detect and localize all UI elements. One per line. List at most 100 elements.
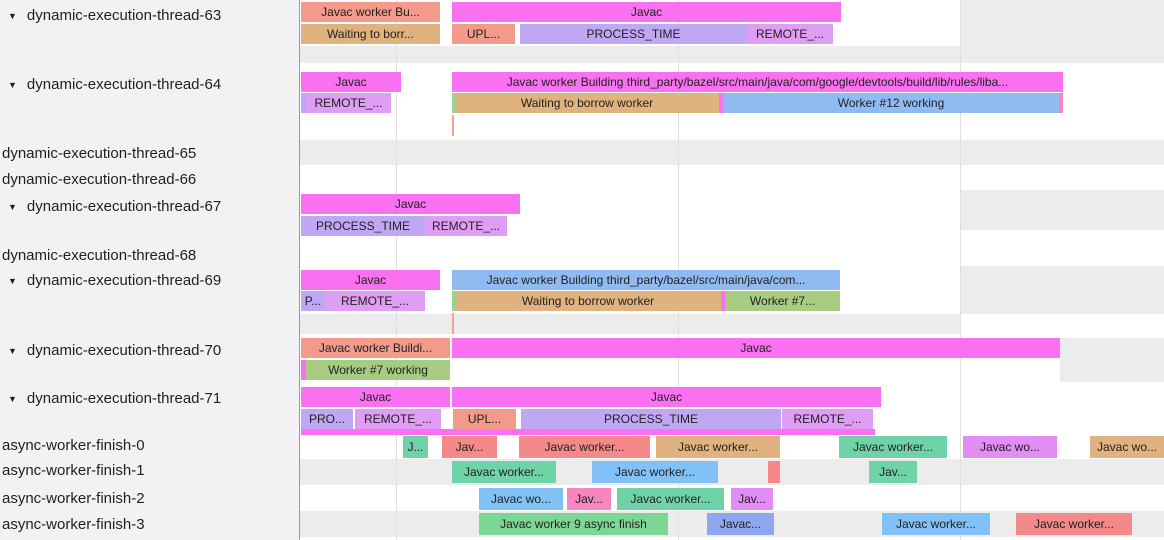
trace-event-bar[interactable]: REMOTE_... [425,216,507,236]
trace-event-bar[interactable] [301,360,306,380]
trace-event-bar[interactable]: Waiting to borr... [301,24,440,44]
thread-name-label: async-worker-finish-1 [2,462,145,479]
trace-event-bar[interactable]: PROCESS_TIME [520,24,747,44]
trace-event-bar[interactable]: Javac worker... [839,436,947,458]
thread-name-label: dynamic-execution-thread-70 [26,342,222,359]
trace-event-bar[interactable] [721,291,725,311]
trace-event-bar[interactable]: REMOTE_... [782,409,873,429]
trace-event-bar[interactable]: Jav... [869,461,917,483]
trace-event-bar[interactable]: Javac worker... [1016,513,1132,535]
trace-event-bar[interactable]: Worker #7... [725,291,840,311]
thread-name-label: dynamic-execution-thread-71 [26,390,222,407]
trace-event-bar[interactable]: Javac worker... [882,513,990,535]
collapse-arrow-icon[interactable]: ▼ [8,202,17,212]
trace-event-bar[interactable] [452,291,455,311]
trace-event-bar[interactable]: Javac [301,387,450,407]
trace-event-bar[interactable]: Javac worker Buildi... [301,338,450,358]
trace-event-bar[interactable] [301,93,306,113]
trace-event-bar[interactable]: Javac [301,270,440,290]
thread-name-label: dynamic-execution-thread-66 [2,171,197,188]
trace-event-bar[interactable]: Javac worker Building third_party/bazel/… [452,72,1063,92]
trace-event-bar[interactable]: Javac worker... [592,461,718,483]
sidebar-item-async-worker-finish-0[interactable]: async-worker-finish-0 [2,436,145,456]
trace-event-bar[interactable] [768,461,780,483]
trace-event-bar[interactable]: Javac [301,194,520,214]
trace-event-bar[interactable]: PROCESS_TIME [301,216,425,236]
trace-event-bar[interactable]: Javac [301,72,401,92]
sidebar-item-dynamic-execution-thread-69[interactable]: ▼ dynamic-execution-thread-69 [8,271,221,291]
sidebar-item-dynamic-execution-thread-65[interactable]: dynamic-execution-thread-65 [2,144,196,164]
trace-event-bar[interactable]: REMOTE_... [306,93,391,113]
trace-event-bar[interactable] [452,93,455,113]
collapse-arrow-icon[interactable]: ▼ [8,11,17,21]
sidebar-item-dynamic-execution-thread-63[interactable]: ▼ dynamic-execution-thread-63 [8,6,221,26]
thread-name-label: dynamic-execution-thread-64 [26,76,222,93]
sidebar-item-dynamic-execution-thread-68[interactable]: dynamic-execution-thread-68 [2,246,196,266]
thread-name-label: async-worker-finish-2 [2,490,145,507]
sidebar-item-dynamic-execution-thread-64[interactable]: ▼ dynamic-execution-thread-64 [8,75,221,95]
trace-event-bar[interactable]: Javac worker 9 async finish [479,513,668,535]
trace-event-bar[interactable] [301,429,875,435]
thread-name-label: async-worker-finish-0 [2,437,145,454]
collapse-arrow-icon[interactable]: ▼ [8,276,17,286]
row-background-band [1060,338,1164,382]
thread-name-label: dynamic-execution-thread-67 [26,198,222,215]
thread-name-label: async-worker-finish-3 [2,516,145,533]
trace-event-bar[interactable]: Javac wo... [963,436,1057,458]
trace-event-bar[interactable]: PROCESS_TIME [521,409,781,429]
trace-event-bar[interactable]: Jav... [567,488,611,510]
sidebar-item-dynamic-execution-thread-67[interactable]: ▼ dynamic-execution-thread-67 [8,197,221,217]
row-background-band [960,190,1164,230]
collapse-arrow-icon[interactable]: ▼ [8,80,17,90]
collapse-arrow-icon[interactable]: ▼ [8,346,17,356]
row-background-band [960,266,1164,314]
trace-event-bar[interactable]: Javac worker... [452,461,556,483]
time-gridline [960,0,961,540]
trace-event-bar[interactable]: PRO... [301,409,353,429]
sidebar-item-async-worker-finish-2[interactable]: async-worker-finish-2 [2,489,145,509]
trace-event-bar[interactable]: J... [403,436,428,458]
thread-list-sidebar: ▼ dynamic-execution-thread-63 ▼ dynamic-exe… [0,0,300,540]
trace-event-bar[interactable]: Javac worker Building third_party/bazel/… [452,270,840,290]
row-background-band [300,459,1164,485]
trace-event-bar[interactable]: Javac wo... [1090,436,1164,458]
trace-event-bar[interactable]: Waiting to borrow worker [455,93,719,113]
trace-event-bar[interactable]: Javac worker... [617,488,724,510]
trace-event-bar[interactable] [719,93,723,113]
trace-event-bar[interactable]: Javac... [707,513,774,535]
timeline-canvas[interactable]: Javac worker Bu... Javac Waiting to borr..… [300,0,1164,540]
trace-event-bar[interactable] [452,115,454,136]
trace-event-bar[interactable]: Waiting to borrow worker [455,291,721,311]
trace-event-bar[interactable]: Javac worker... [519,436,650,458]
trace-event-bar[interactable]: REMOTE_... [747,24,833,44]
trace-event-bar[interactable]: P... [301,291,325,311]
sidebar-item-async-worker-finish-1[interactable]: async-worker-finish-1 [2,461,145,481]
trace-event-bar[interactable]: Javac [452,387,881,407]
trace-event-bar[interactable]: Jav... [442,436,497,458]
trace-event-bar[interactable]: Javac wo... [479,488,563,510]
trace-event-bar[interactable] [452,313,454,334]
trace-event-bar[interactable]: Jav... [731,488,773,510]
thread-name-label: dynamic-execution-thread-65 [2,145,197,162]
row-background-band [300,46,960,63]
thread-name-label: dynamic-execution-thread-68 [2,247,197,264]
trace-event-bar[interactable]: Javac [452,338,1060,358]
trace-event-bar[interactable]: Javac worker Bu... [301,2,440,22]
trace-event-bar[interactable] [1059,93,1063,113]
trace-event-bar[interactable]: UPL... [452,24,515,44]
trace-event-bar[interactable]: Javac [452,2,841,22]
thread-name-label: dynamic-execution-thread-69 [26,272,222,289]
trace-event-bar[interactable]: REMOTE_... [355,409,441,429]
sidebar-item-async-worker-finish-3[interactable]: async-worker-finish-3 [2,515,145,535]
sidebar-item-dynamic-execution-thread-70[interactable]: ▼ dynamic-execution-thread-70 [8,341,221,361]
sidebar-item-dynamic-execution-thread-71[interactable]: ▼ dynamic-execution-thread-71 [8,389,221,409]
trace-event-bar[interactable]: UPL... [453,409,516,429]
trace-event-bar[interactable]: REMOTE_... [325,291,425,311]
trace-event-bar[interactable]: Worker #12 working [723,93,1059,113]
trace-event-bar[interactable]: Javac worker... [656,436,780,458]
thread-name-label: dynamic-execution-thread-63 [26,7,222,24]
collapse-arrow-icon[interactable]: ▼ [8,394,17,404]
sidebar-item-dynamic-execution-thread-66[interactable]: dynamic-execution-thread-66 [2,170,196,190]
trace-event-bar[interactable]: Worker #7 working [306,360,450,380]
